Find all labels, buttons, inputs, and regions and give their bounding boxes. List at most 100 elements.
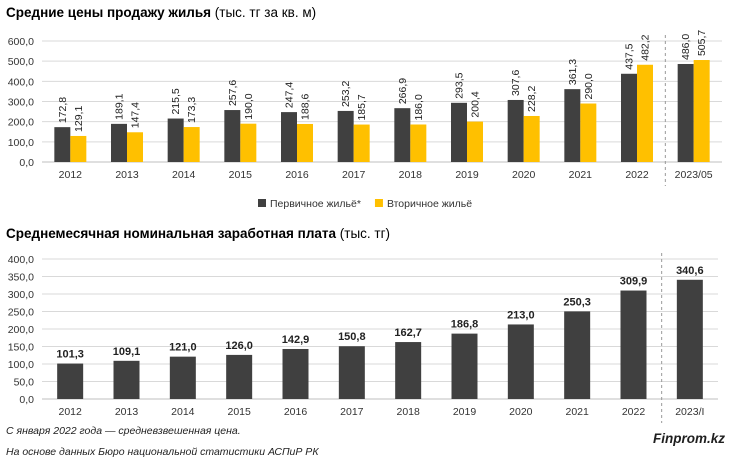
data-label: 290,0 [583, 73, 595, 99]
bar [111, 123, 127, 162]
data-label: 307,6 [510, 70, 522, 96]
bar [451, 333, 478, 399]
legend-label: Вторичное жильё [387, 198, 472, 210]
data-label: 186,8 [451, 319, 479, 331]
bar [451, 102, 467, 162]
data-label: 188,6 [300, 94, 312, 120]
x-tick-label: 2013 [115, 169, 139, 181]
bar [394, 108, 411, 162]
bar [637, 64, 653, 162]
bar [507, 324, 534, 399]
bar [395, 342, 422, 399]
bar [507, 99, 524, 162]
x-tick-label: 2017 [342, 169, 366, 181]
bar [183, 127, 200, 162]
y-tick-label: 500,0 [8, 56, 34, 68]
bar [467, 121, 483, 162]
bar [54, 127, 71, 162]
data-label: 190,0 [243, 93, 255, 119]
bar [57, 363, 84, 399]
data-label: 173,3 [186, 97, 198, 123]
data-label: 247,4 [284, 82, 296, 108]
bar [240, 123, 257, 162]
x-tick-label: 2017 [340, 406, 364, 418]
x-tick-label: 2016 [284, 406, 308, 418]
x-tick-label: 2022 [625, 169, 649, 181]
bar [676, 279, 703, 399]
bar [337, 110, 354, 162]
data-label: 129,1 [73, 106, 85, 132]
y-tick-label: 400,0 [8, 254, 34, 266]
data-label: 186,0 [413, 94, 425, 120]
bar [677, 63, 694, 162]
x-tick-label: 2013 [115, 406, 139, 418]
x-tick-label: 2023/I [675, 406, 704, 418]
legend-swatch [258, 199, 266, 207]
x-tick-label: 2018 [399, 169, 423, 181]
bar [70, 135, 87, 162]
data-label: 486,0 [680, 34, 692, 60]
bar [282, 348, 309, 399]
y-tick-label: 250,0 [8, 307, 34, 319]
data-label: 185,7 [356, 94, 368, 120]
x-tick-label: 2020 [509, 406, 533, 418]
bar [523, 115, 540, 162]
bar [693, 60, 710, 162]
chart-salary: 0,0 50,0 100,0 150,0 200,0 250,0 300,0 350,0 400… [8, 253, 718, 423]
data-label: 213,0 [507, 309, 535, 321]
bar [564, 311, 591, 399]
data-label: 250,3 [563, 296, 591, 308]
y-tick-label: 600,0 [8, 36, 34, 48]
y-tick-label: 100,0 [8, 359, 34, 371]
data-label: 340,6 [676, 265, 704, 277]
data-label: 150,8 [338, 331, 366, 343]
x-tick-label: 2015 [227, 406, 251, 418]
data-label: 142,9 [282, 334, 310, 346]
x-tick-label: 2014 [171, 406, 195, 418]
bar [564, 89, 581, 162]
x-tick-label: 2018 [396, 406, 420, 418]
x-tick-label: 2015 [229, 169, 253, 181]
y-tick-label: 300,0 [8, 97, 34, 109]
bar [281, 112, 297, 162]
data-label: 162,7 [394, 327, 422, 339]
y-tick-label: 0,0 [19, 394, 34, 406]
bar [224, 110, 241, 162]
bar [169, 356, 196, 399]
x-tick-label: 2016 [285, 169, 309, 181]
data-label: 121,0 [169, 342, 197, 354]
bar [620, 290, 647, 399]
bar [410, 124, 427, 162]
data-label: 361,3 [567, 59, 579, 85]
bar [113, 360, 140, 399]
bar [338, 346, 365, 399]
x-tick-label: 2023/05 [675, 169, 713, 181]
legend-label: Первичное жильё* [270, 198, 361, 210]
x-tick-label: 2014 [172, 169, 196, 181]
y-tick-label: 100,0 [8, 137, 34, 149]
data-label: 309,9 [620, 276, 648, 288]
bar [297, 123, 313, 162]
source-note: На основе данных Бюро национальной стати… [6, 446, 319, 458]
x-tick-label: 2012 [59, 169, 83, 181]
data-label: 101,3 [56, 349, 84, 361]
y-tick-label: 300,0 [8, 289, 34, 301]
brand-logo: Finprom.kz [652, 431, 725, 446]
data-label: 482,2 [640, 34, 652, 60]
data-label: 257,6 [227, 80, 239, 106]
bar [353, 124, 370, 162]
data-label: 109,1 [113, 346, 141, 358]
x-tick-label: 2021 [569, 169, 593, 181]
data-label: 215,5 [170, 88, 182, 114]
data-label: 266,9 [397, 78, 409, 104]
chart1-legend: Первичное жильё* Вторичное жильё [258, 198, 472, 210]
data-label: 228,2 [526, 86, 538, 112]
data-label: 126,0 [225, 340, 253, 352]
bar [621, 73, 637, 162]
y-tick-label: 400,0 [8, 76, 34, 88]
bar [167, 118, 184, 162]
chart-housing-prices: 0,0 100,0 200,0 300,0 400,0 500,0 600,0 2012 172… [8, 30, 722, 186]
chart1-title: Средние цены продажу жилья (тыс. тг за к… [6, 5, 316, 20]
y-tick-label: 350,0 [8, 272, 34, 284]
